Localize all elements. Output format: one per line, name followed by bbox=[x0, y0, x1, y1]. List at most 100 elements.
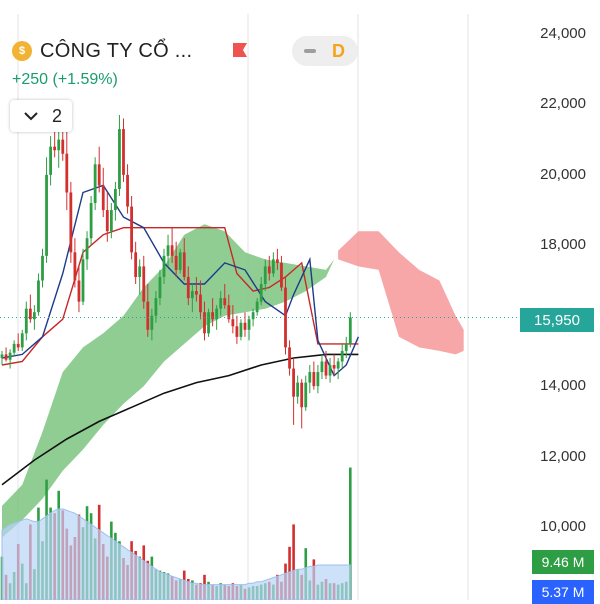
candle-body bbox=[320, 361, 324, 373]
candle-body bbox=[4, 354, 8, 360]
candle-body bbox=[292, 368, 295, 397]
candle-body bbox=[316, 372, 320, 387]
candle-body bbox=[138, 266, 142, 277]
candle-body bbox=[114, 188, 117, 211]
candle-body bbox=[276, 259, 279, 263]
volume-ma-area bbox=[1, 508, 351, 600]
candle-body bbox=[300, 382, 304, 408]
candle-body bbox=[227, 305, 231, 320]
dropdown-value: 2 bbox=[52, 105, 63, 126]
price-change: +250 (+1.59%) bbox=[12, 71, 118, 88]
candle-body bbox=[0, 354, 4, 358]
mode-toggle[interactable]: D bbox=[292, 36, 358, 66]
candle-body bbox=[280, 262, 283, 288]
price-axis-label: 10,000 bbox=[540, 518, 586, 535]
price-axis-label: 22,000 bbox=[540, 95, 586, 113]
candle-body bbox=[207, 312, 210, 334]
candle-body bbox=[134, 252, 138, 277]
candle-body bbox=[186, 276, 190, 299]
price-axis-label: 20,000 bbox=[540, 165, 586, 183]
mode-badge[interactable]: D bbox=[332, 40, 345, 61]
candle-body bbox=[255, 301, 259, 313]
ticker-header[interactable]: $ CÔNG TY CỔ ... bbox=[12, 36, 192, 66]
layer-count-dropdown[interactable]: 2 bbox=[10, 100, 72, 132]
candle-body bbox=[162, 255, 166, 277]
candle-body bbox=[33, 312, 36, 320]
candle-body bbox=[105, 210, 109, 232]
candle-body bbox=[20, 333, 24, 348]
candle-body bbox=[130, 206, 133, 253]
candle-body bbox=[109, 210, 113, 232]
candle-body bbox=[150, 315, 154, 330]
candle-body bbox=[28, 308, 32, 320]
candle-body bbox=[65, 153, 69, 193]
candle-body bbox=[239, 322, 243, 337]
candlesticks bbox=[0, 114, 352, 429]
candle-body bbox=[259, 284, 263, 302]
candle-body bbox=[219, 298, 223, 309]
volume-bar bbox=[349, 467, 352, 600]
volume-ma-tag: 5.37 M bbox=[532, 580, 594, 604]
candle-body bbox=[118, 129, 121, 189]
candle-body bbox=[170, 245, 174, 256]
cloud-bearish bbox=[338, 231, 464, 355]
candle-body bbox=[77, 280, 81, 302]
candle-body bbox=[174, 255, 178, 270]
chevron-down-icon bbox=[24, 112, 38, 121]
candle-body bbox=[93, 164, 97, 204]
candle-body bbox=[247, 319, 251, 330]
minus-icon[interactable] bbox=[304, 49, 316, 53]
candle-body bbox=[308, 372, 312, 383]
candle-body bbox=[312, 372, 316, 387]
candle-body bbox=[97, 164, 101, 186]
candle-body bbox=[211, 312, 214, 320]
candle-body bbox=[271, 259, 275, 274]
candle-body bbox=[146, 301, 150, 330]
candle-body bbox=[190, 291, 194, 299]
candle-body bbox=[223, 298, 227, 306]
candle-body bbox=[178, 252, 182, 270]
candle-body bbox=[336, 361, 340, 369]
candle-body bbox=[195, 291, 198, 295]
candle-body bbox=[101, 185, 105, 211]
moving-average-line bbox=[1, 353, 359, 486]
volume-bars bbox=[0, 467, 352, 600]
candle-body bbox=[89, 203, 93, 239]
flag-icon[interactable] bbox=[232, 42, 248, 58]
candle-body bbox=[85, 238, 89, 260]
candle-body bbox=[231, 319, 235, 327]
company-name[interactable]: CÔNG TY CỔ ... bbox=[40, 39, 193, 62]
volume-bar bbox=[292, 524, 295, 600]
candle-body bbox=[45, 174, 48, 256]
candle-body bbox=[8, 352, 12, 360]
candle-body bbox=[182, 252, 186, 277]
candle-body bbox=[340, 350, 344, 362]
candle-body bbox=[344, 343, 348, 351]
candle-body bbox=[142, 266, 146, 302]
candle-body bbox=[37, 280, 40, 313]
ichimoku-cloud bbox=[2, 224, 464, 538]
candle-body bbox=[203, 312, 206, 334]
company-logo-icon: $ bbox=[12, 41, 32, 61]
candle-body bbox=[24, 308, 28, 334]
top-toolbar bbox=[0, 0, 600, 14]
candle-body bbox=[158, 276, 162, 299]
price-axis-label: 24,000 bbox=[540, 25, 586, 42]
price-axis-label: 18,000 bbox=[540, 236, 586, 254]
candle-body bbox=[267, 266, 271, 274]
candle-body bbox=[235, 326, 239, 337]
candle-body bbox=[348, 317, 352, 344]
candle-body bbox=[126, 174, 129, 207]
candle-body bbox=[57, 139, 61, 151]
candle-body bbox=[296, 382, 300, 397]
candle-body bbox=[284, 287, 287, 348]
candle-body bbox=[304, 382, 308, 408]
candle-body bbox=[16, 343, 20, 348]
price-axis-label: 12,000 bbox=[540, 447, 586, 465]
kijun-line bbox=[1, 227, 359, 366]
candle-body bbox=[332, 365, 336, 369]
candle-body bbox=[243, 322, 247, 330]
candle-body bbox=[53, 146, 57, 151]
volume-tag: 9.46 M bbox=[532, 550, 594, 574]
